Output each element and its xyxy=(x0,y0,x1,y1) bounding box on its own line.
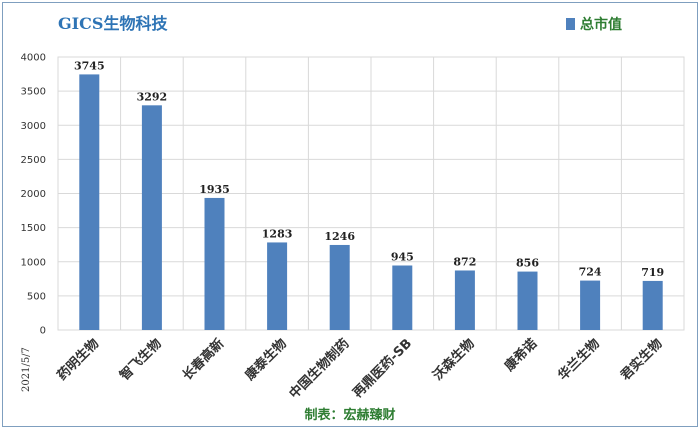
data-label: 1283 xyxy=(262,227,293,240)
x-tick-label: 华兰生物 xyxy=(555,336,603,384)
data-label: 872 xyxy=(453,255,476,268)
bar xyxy=(329,244,350,330)
bar xyxy=(267,242,288,330)
bar xyxy=(392,265,413,330)
data-label: 1246 xyxy=(324,230,355,243)
x-tick-label: 智飞生物 xyxy=(117,336,165,384)
x-tick-label: 康泰生物 xyxy=(242,336,290,384)
data-label: 3745 xyxy=(74,59,105,72)
bar xyxy=(141,105,162,330)
x-tick-label: 再鼎医药-SB xyxy=(350,336,416,402)
legend-swatch xyxy=(566,18,575,30)
data-label: 1935 xyxy=(199,183,230,196)
bar xyxy=(79,74,100,330)
bar xyxy=(454,270,475,330)
chart-title: GICS生物科技 xyxy=(58,14,168,33)
data-label: 3292 xyxy=(137,90,168,103)
y-tick-label: 2500 xyxy=(21,155,46,166)
x-tick-label: 君实生物 xyxy=(617,336,665,384)
legend-label: 总市值 xyxy=(580,17,622,33)
legend: 总市值 xyxy=(566,14,622,34)
x-tick-label: 药明生物 xyxy=(54,336,102,384)
x-tick-label: 沃森生物 xyxy=(430,336,478,384)
y-tick-label: 3500 xyxy=(21,87,46,98)
y-tick-label: 3000 xyxy=(21,121,46,132)
x-tick-label: 长春高新 xyxy=(179,336,227,384)
y-tick-label: 0 xyxy=(40,326,46,337)
y-tick-label: 1500 xyxy=(21,223,46,234)
y-tick-label: 1000 xyxy=(21,257,46,268)
footer-credit: 制表：宏赫臻财 xyxy=(304,408,396,423)
date-note: 2021/5/7 xyxy=(21,347,32,392)
y-tick-label: 4000 xyxy=(21,53,46,64)
y-tick-label: 500 xyxy=(27,291,46,302)
data-label: 724 xyxy=(579,266,602,279)
bar xyxy=(642,280,663,330)
data-label: 719 xyxy=(641,266,664,279)
x-tick-label: 康希诺 xyxy=(501,336,540,375)
bar xyxy=(517,271,538,330)
data-label: 856 xyxy=(516,257,539,270)
y-tick-label: 2000 xyxy=(21,189,46,200)
data-label: 945 xyxy=(391,251,414,264)
bar xyxy=(204,197,225,330)
bar xyxy=(580,280,601,330)
x-tick-label: 中国生物制药 xyxy=(286,336,352,402)
